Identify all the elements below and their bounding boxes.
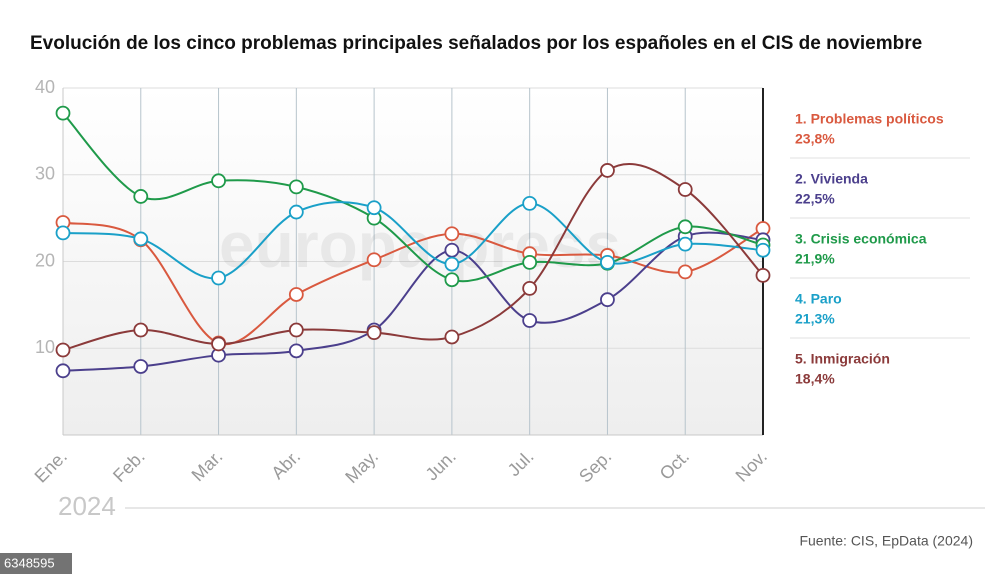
data-point (444, 329, 460, 345)
data-point (288, 179, 304, 195)
series-line (62, 231, 764, 372)
x-tick-label: Feb. (109, 446, 149, 486)
x-tick-label: Jul. (504, 446, 538, 480)
series-line (62, 112, 764, 283)
data-point (133, 189, 149, 204)
data-point (366, 200, 382, 216)
data-point (211, 270, 226, 286)
data-point (444, 256, 460, 272)
image-id-background (0, 553, 72, 574)
data-point (444, 272, 460, 288)
y-tick-label: 20 (35, 250, 55, 270)
y-tick-label: 30 (35, 164, 55, 184)
x-tick-label: Abr. (267, 446, 304, 483)
legend-value: 21,3% (795, 311, 835, 327)
data-point (55, 105, 71, 121)
legend-value: 22,5% (795, 191, 835, 207)
legend-label: 5. Inmigración (795, 351, 890, 367)
data-point (677, 219, 693, 235)
x-tick-label: Jun. (422, 446, 460, 484)
source: Fuente: CIS, EpData (2024) (799, 533, 973, 549)
data-point (677, 264, 693, 280)
x-tick-label: Nov. (732, 446, 771, 485)
legend-label: 1. Problemas políticos (795, 111, 944, 127)
legend-label: 3. Crisis económica (795, 231, 927, 247)
y-tick-label: 40 (35, 77, 55, 97)
data-point (288, 343, 304, 359)
data-point (133, 359, 149, 374)
data-point (55, 363, 71, 379)
data-point (522, 313, 538, 328)
data-point (600, 292, 615, 308)
data-point (55, 342, 71, 358)
year-label: 2024 (58, 491, 116, 521)
legend-value: 23,8% (795, 131, 835, 147)
legend-label: 4. Paro (795, 291, 842, 307)
data-point (600, 254, 615, 270)
series-line (62, 221, 764, 346)
data-point (522, 280, 538, 296)
series-line (62, 162, 764, 351)
x-tick-label: Sep. (575, 446, 615, 486)
data-point (600, 163, 615, 178)
x-tick-label: Ene. (31, 446, 71, 486)
data-point (211, 336, 226, 352)
data-point (288, 322, 304, 338)
data-point (444, 226, 460, 242)
x-tick-label: May. (341, 446, 382, 487)
data-point (288, 287, 304, 302)
data-point (755, 267, 771, 283)
data-point (366, 325, 382, 341)
data-point (133, 322, 149, 338)
data-point (522, 195, 538, 211)
data-point (677, 182, 693, 197)
data-point (444, 242, 460, 258)
data-point (677, 236, 693, 252)
x-tick-label: Mar. (188, 446, 227, 485)
data-point (522, 254, 538, 270)
image-id: 6348595 (4, 555, 55, 570)
data-point (288, 204, 304, 220)
data-point (55, 225, 71, 241)
data-point (366, 252, 382, 268)
legend-value: 18,4% (795, 371, 835, 387)
legend-value: 21,9% (795, 251, 835, 267)
data-point (133, 231, 149, 247)
data-point (211, 173, 226, 189)
series-line (62, 201, 764, 280)
y-tick-label: 10 (35, 337, 55, 357)
legend-label: 2. Vivienda (795, 171, 868, 187)
x-tick-label: Oct. (656, 446, 693, 483)
data-point (755, 242, 771, 258)
chart-title: Evolución de los cinco problemas princip… (30, 33, 922, 54)
